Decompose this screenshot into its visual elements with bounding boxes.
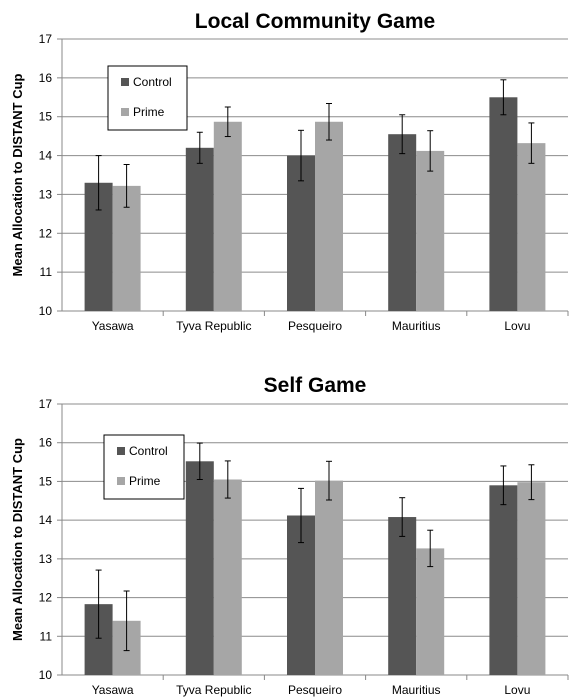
legend-label-control: Control (133, 75, 172, 89)
y-tick-label: 13 (39, 187, 53, 201)
bar-control (287, 155, 315, 311)
bar-control (489, 97, 518, 312)
bar-prime (416, 548, 445, 675)
legend: Control Prime (103, 434, 185, 500)
legend-swatch-prime (121, 108, 129, 116)
bar-control (185, 147, 214, 311)
y-tick-label: 17 (39, 397, 53, 411)
y-tick-label: 12 (39, 591, 53, 605)
bar-control (185, 461, 214, 675)
y-tick-label: 10 (39, 668, 53, 682)
y-tick-label: 16 (39, 71, 53, 85)
x-tick-label: Lovu (504, 319, 530, 333)
legend-swatch-control (117, 447, 125, 455)
x-tick-label: Mauritius (392, 319, 441, 333)
bar-prime (517, 482, 546, 675)
x-tick-label: Yasawa (92, 319, 134, 333)
bar-control (388, 517, 417, 675)
legend-box (103, 434, 185, 500)
legend-label-prime: Prime (133, 105, 165, 119)
legend-swatch-control (121, 78, 129, 86)
y-tick-label: 16 (39, 436, 53, 450)
chart-title: Self Game (264, 374, 367, 397)
chart-title: Local Community Game (195, 10, 435, 33)
y-tick-label: 10 (39, 304, 53, 318)
bar-control (388, 134, 417, 311)
bar-prime (517, 143, 546, 311)
y-axis-label: Mean Allocation to DISTANT Cup (10, 73, 25, 276)
legend-label-control: Control (129, 444, 168, 458)
y-tick-label: 15 (39, 474, 53, 488)
x-tick-label: Mauritius (392, 683, 441, 697)
y-tick-label: 12 (39, 226, 53, 240)
legend-swatch-prime (117, 477, 125, 485)
y-tick-label: 11 (40, 265, 53, 279)
x-tick-label: Tyva Republic (176, 319, 251, 333)
y-tick-label: 15 (39, 110, 53, 124)
x-tick-label: Tyva Republic (176, 683, 251, 697)
x-tick-label: Lovu (504, 683, 530, 697)
chart-panel-1: Local Community Game Mean Allocation to D… (10, 10, 569, 333)
y-tick-label: 14 (39, 513, 53, 527)
legend: Control Prime (107, 65, 188, 131)
x-tick-label: Pesqueiro (288, 683, 342, 697)
legend-box (107, 65, 188, 131)
legend-label-prime: Prime (129, 474, 161, 488)
bar-prime (213, 479, 242, 675)
bar-prime (315, 480, 343, 675)
y-tick-label: 14 (39, 149, 53, 163)
x-tick-label: Yasawa (92, 683, 134, 697)
bar-prime (315, 121, 343, 311)
y-axis-label: Mean Allocation to DISTANT Cup (10, 438, 25, 641)
y-tick-label: 11 (40, 629, 53, 643)
bar-control (489, 485, 518, 675)
bar-prime (213, 121, 242, 311)
chart-panel-2: Self Game Mean Allocation to DISTANT Cup 1… (10, 374, 569, 697)
x-tick-label: Pesqueiro (288, 319, 342, 333)
y-tick-label: 17 (39, 32, 53, 46)
bar-prime (416, 150, 445, 311)
y-tick-label: 13 (39, 552, 53, 566)
